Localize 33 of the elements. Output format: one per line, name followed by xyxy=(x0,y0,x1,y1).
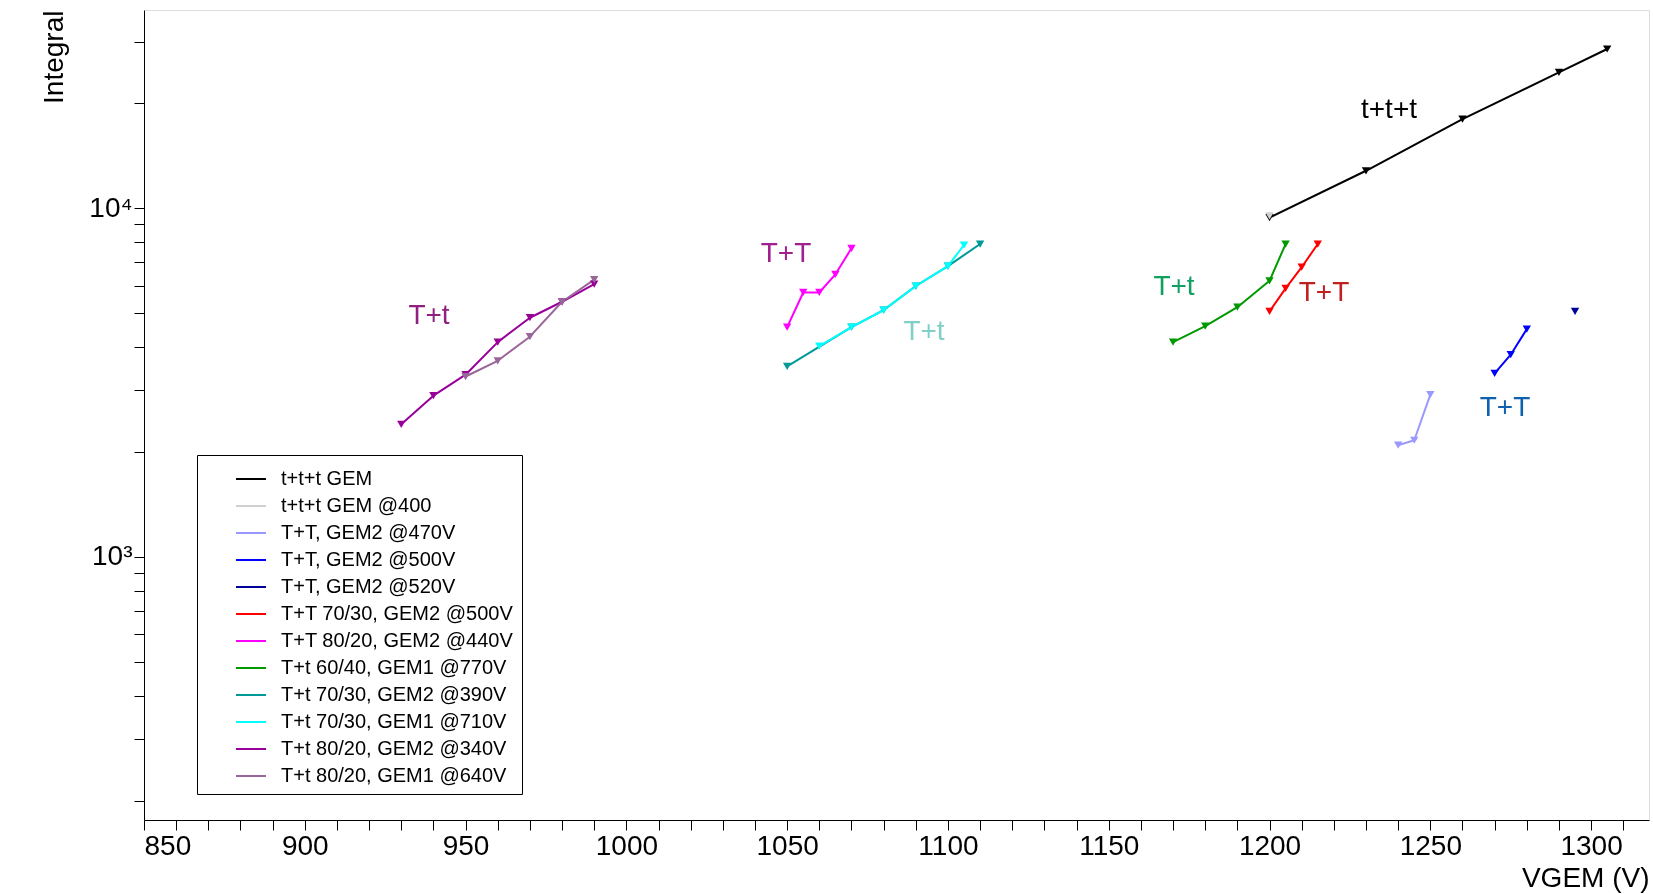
legend-label: T+T, GEM2 @520V xyxy=(281,575,456,597)
y-axis-title: Integral xyxy=(38,10,70,104)
x-tick-label: 900 xyxy=(281,829,329,861)
annotation: T+t xyxy=(408,299,450,330)
x-tick-label: 1050 xyxy=(756,829,819,861)
legend-label: T+t 70/30, GEM2 @390V xyxy=(281,683,508,705)
y-tick-label: 10³ xyxy=(92,540,133,572)
legend-label: T+t 80/20, GEM1 @640V xyxy=(281,764,508,786)
annotation: T+T xyxy=(1298,276,1350,307)
annotation: T+T xyxy=(1479,391,1531,422)
x-tick-label: 1300 xyxy=(1560,829,1623,861)
legend-label: T+t 80/20, GEM2 @340V xyxy=(281,737,508,759)
legend-label: T+T, GEM2 @470V xyxy=(281,521,456,543)
y-tick-label: 10⁴ xyxy=(89,191,133,223)
legend-label: t+t+t GEM @400 xyxy=(281,494,432,516)
x-axis-title: VGEM (V) xyxy=(1521,861,1650,893)
x-tick-label: 1000 xyxy=(595,829,659,861)
x-tick-label: 1150 xyxy=(1079,829,1140,861)
legend-label: t+t+t GEM xyxy=(281,467,373,489)
annotation: T+T xyxy=(760,237,812,268)
x-tick-label: 950 xyxy=(442,829,490,861)
legend-label: T+T 70/30, GEM2 @500V xyxy=(281,602,514,624)
legend-label: T+T, GEM2 @500V xyxy=(281,548,456,570)
x-tick-label: 1250 xyxy=(1399,829,1462,861)
annotation: t+t+t xyxy=(1360,93,1418,124)
x-tick-label: 1100 xyxy=(918,829,979,861)
legend-label: T+T 80/20, GEM2 @440V xyxy=(281,629,514,651)
x-tick-label: 850 xyxy=(144,829,192,861)
legend-label: T+t 70/30, GEM1 @710V xyxy=(281,710,508,732)
annotation: T+t xyxy=(903,315,945,346)
legend-label: T+t 60/40, GEM1 @770V xyxy=(281,656,508,678)
x-tick-label: 1200 xyxy=(1238,829,1302,861)
annotation: T+t xyxy=(1153,270,1195,301)
